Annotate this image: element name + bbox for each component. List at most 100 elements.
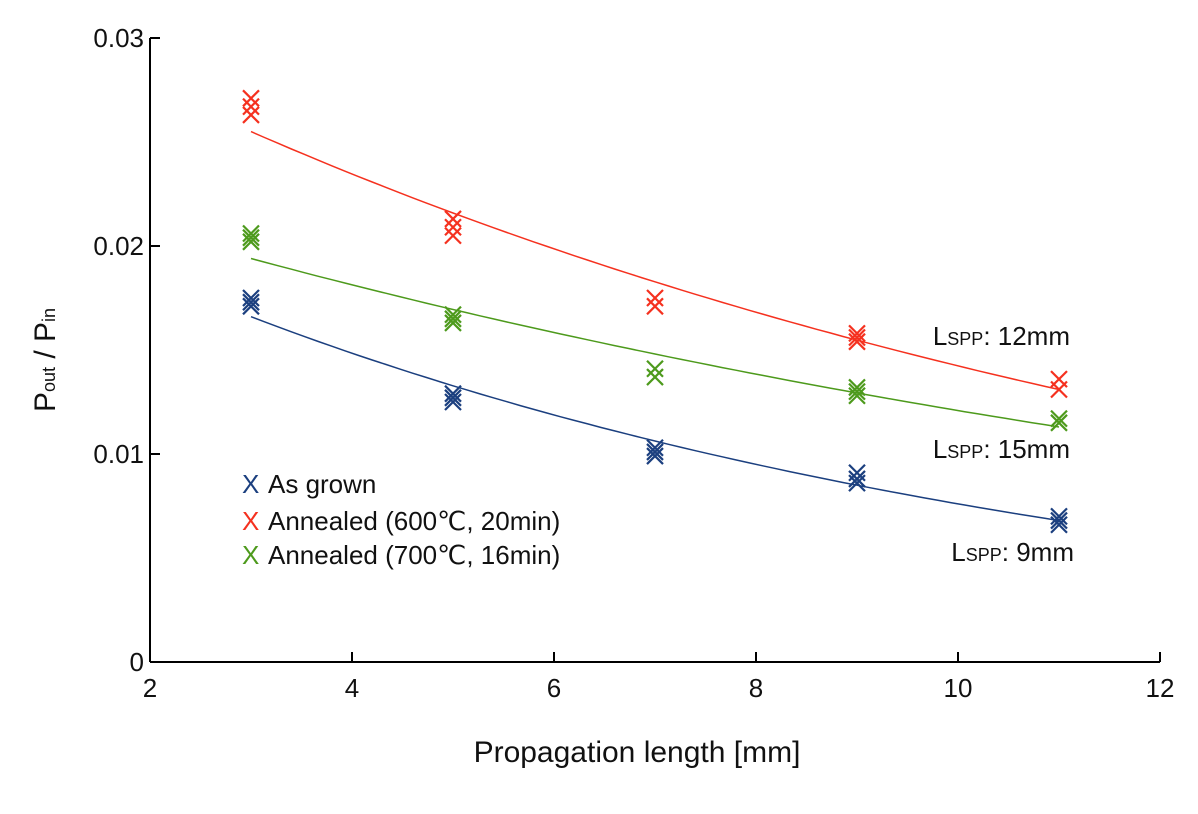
legend-label: As grown bbox=[268, 469, 376, 499]
data-point bbox=[444, 305, 462, 324]
marker-stroke bbox=[242, 233, 260, 251]
data-point bbox=[1050, 511, 1068, 530]
data-point bbox=[848, 470, 866, 488]
marker-stroke bbox=[848, 474, 866, 492]
marker-stroke bbox=[242, 97, 260, 116]
marker-stroke bbox=[848, 378, 866, 397]
data-point bbox=[646, 447, 664, 465]
data-point bbox=[848, 324, 866, 343]
marker-stroke bbox=[444, 314, 462, 332]
legend-item-annealed-600: X Annealed (600℃, 20min) bbox=[242, 506, 560, 536]
data-point bbox=[848, 474, 866, 492]
data-point bbox=[242, 289, 260, 307]
legend: X As grown X Annealed (600℃, 20min) X An… bbox=[242, 469, 560, 570]
data-point bbox=[646, 359, 664, 378]
x-ticks: 2 4 6 8 10 12 bbox=[143, 652, 1175, 703]
data-point bbox=[444, 210, 462, 228]
data-point bbox=[646, 443, 664, 461]
fit-annotation-green: LSPP: 15mm bbox=[933, 434, 1070, 464]
x-tick-label: 6 bbox=[547, 673, 561, 703]
marker-stroke bbox=[1050, 414, 1068, 432]
legend-marker: X bbox=[242, 506, 259, 536]
data-point bbox=[242, 106, 260, 124]
fit-annotation-red: LSPP: 12mm bbox=[933, 321, 1070, 351]
marker-stroke bbox=[1050, 507, 1068, 526]
data-point bbox=[646, 297, 664, 316]
y-axis-title: Pout / Pin bbox=[29, 308, 62, 412]
data-point bbox=[444, 393, 462, 411]
marker-stroke bbox=[444, 305, 462, 324]
marker-stroke bbox=[242, 224, 260, 243]
data-point bbox=[646, 289, 664, 307]
legend-item-annealed-700: X Annealed (700℃, 16min) bbox=[242, 540, 560, 570]
x-tick-label: 4 bbox=[345, 673, 359, 703]
legend-marker: X bbox=[242, 469, 259, 499]
marker-stroke bbox=[444, 310, 462, 328]
data-point bbox=[444, 218, 462, 237]
marker-stroke bbox=[242, 293, 260, 311]
marker-stroke bbox=[242, 297, 260, 316]
data-point bbox=[1050, 414, 1068, 432]
y-tick-label: 0.01 bbox=[93, 439, 144, 469]
marker-stroke bbox=[1050, 380, 1068, 399]
marker-stroke bbox=[444, 210, 462, 228]
data-point bbox=[242, 89, 260, 108]
data-point bbox=[1050, 409, 1068, 428]
x-tick-label: 10 bbox=[944, 673, 973, 703]
x-tick-label: 12 bbox=[1146, 673, 1175, 703]
marker-stroke bbox=[646, 438, 664, 457]
y-tick-label: 0.03 bbox=[93, 23, 144, 53]
x-tick-label: 2 bbox=[143, 673, 157, 703]
legend-marker: X bbox=[242, 540, 259, 570]
legend-label: Annealed (600℃, 20min) bbox=[268, 506, 560, 536]
marker-stroke bbox=[444, 384, 462, 403]
data-point bbox=[1050, 380, 1068, 399]
axes bbox=[149, 38, 1160, 663]
data-point bbox=[242, 228, 260, 247]
marker-stroke bbox=[242, 228, 260, 247]
marker-stroke bbox=[1050, 515, 1068, 534]
marker-stroke bbox=[444, 389, 462, 407]
marker-stroke bbox=[242, 289, 260, 307]
data-point bbox=[242, 233, 260, 251]
data-point bbox=[242, 224, 260, 243]
marker-stroke bbox=[1050, 511, 1068, 530]
data-point bbox=[444, 389, 462, 407]
marker-stroke bbox=[444, 226, 462, 245]
fit-curves bbox=[250, 130, 1060, 522]
data-point bbox=[242, 97, 260, 116]
data-point bbox=[646, 438, 664, 457]
marker-stroke bbox=[444, 393, 462, 411]
marker-stroke bbox=[848, 332, 866, 351]
fit-curve-0 bbox=[250, 315, 1060, 522]
marker-stroke bbox=[646, 297, 664, 316]
data-point bbox=[444, 310, 462, 328]
data-point bbox=[848, 386, 866, 405]
marker-stroke bbox=[848, 328, 866, 347]
marker-stroke bbox=[848, 386, 866, 405]
marker-stroke bbox=[646, 359, 664, 378]
marker-stroke bbox=[646, 447, 664, 465]
x-tick-label: 8 bbox=[749, 673, 763, 703]
marker-stroke bbox=[242, 89, 260, 108]
data-point bbox=[848, 382, 866, 401]
fit-curve-2 bbox=[250, 257, 1060, 428]
data-point bbox=[1050, 507, 1068, 526]
marker-stroke bbox=[444, 218, 462, 237]
data-points bbox=[242, 89, 1068, 534]
x-axis-title: Propagation length [mm] bbox=[474, 736, 801, 769]
data-point bbox=[444, 384, 462, 403]
y-tick-label: 0.02 bbox=[93, 231, 144, 261]
fit-annotation-blue: LSPP: 9mm bbox=[951, 537, 1074, 567]
marker-stroke bbox=[848, 470, 866, 488]
marker-stroke bbox=[848, 382, 866, 401]
fit-curve-1 bbox=[250, 130, 1060, 391]
marker-stroke bbox=[646, 443, 664, 461]
legend-item-as-grown: X As grown bbox=[242, 469, 376, 499]
data-point bbox=[242, 297, 260, 316]
data-point bbox=[646, 368, 664, 386]
marker-stroke bbox=[1050, 409, 1068, 428]
marker-stroke bbox=[848, 324, 866, 343]
marker-stroke bbox=[242, 106, 260, 124]
marker-stroke bbox=[646, 368, 664, 386]
